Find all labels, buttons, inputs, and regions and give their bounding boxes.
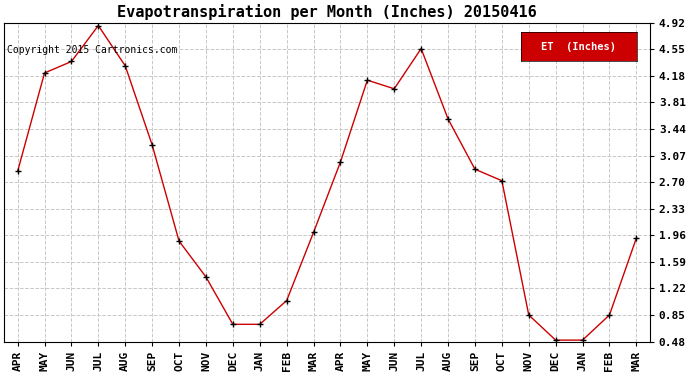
Title: Evapotranspiration per Month (Inches) 20150416: Evapotranspiration per Month (Inches) 20…: [117, 4, 537, 20]
Text: Copyright 2015 Cartronics.com: Copyright 2015 Cartronics.com: [7, 45, 177, 55]
